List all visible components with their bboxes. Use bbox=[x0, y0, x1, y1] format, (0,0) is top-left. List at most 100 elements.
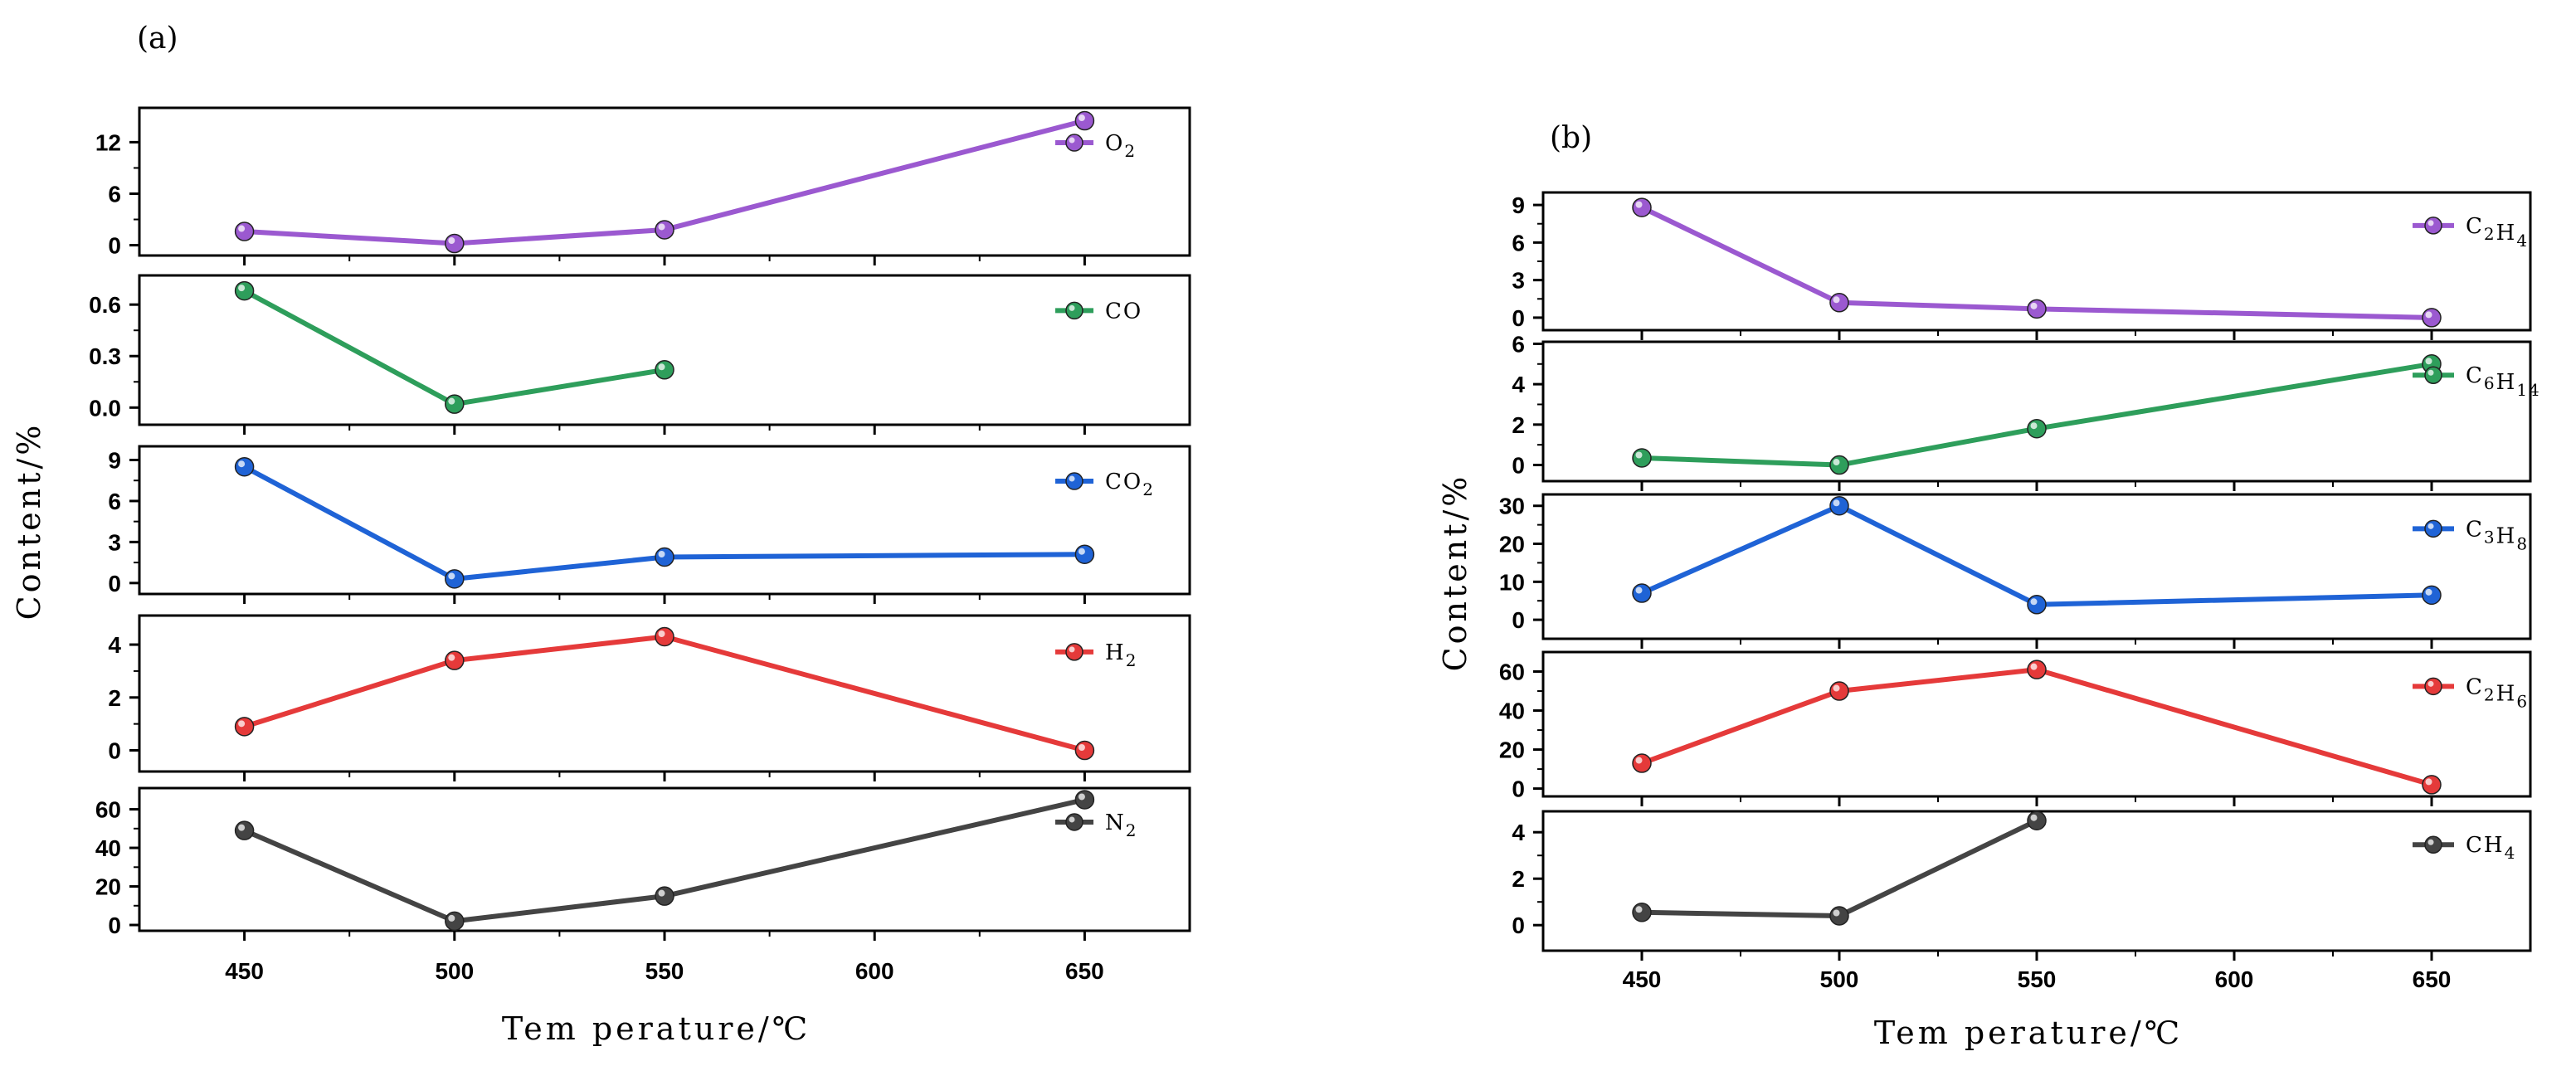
legend-label: H2 bbox=[1105, 640, 1137, 670]
legend-marker-highlight bbox=[1069, 475, 1075, 482]
subplot-3: 0 10 20 30 C3H8 bbox=[1499, 493, 2532, 649]
data-point bbox=[234, 221, 255, 241]
legend-subscript: 2 bbox=[1126, 820, 1138, 840]
data-point-highlight bbox=[448, 914, 455, 922]
data-point bbox=[1074, 110, 1095, 131]
data-point bbox=[445, 911, 465, 932]
legend-marker-highlight bbox=[2427, 523, 2434, 529]
legend-name: N bbox=[1105, 810, 1126, 835]
x-tick-label: 550 bbox=[2018, 966, 2057, 992]
y-tick-label: 3 bbox=[1512, 268, 1525, 294]
legend-entry: CO2 bbox=[1055, 470, 1155, 499]
data-point-highlight bbox=[658, 363, 665, 371]
legend-subscript: 8 bbox=[2516, 533, 2529, 553]
y-tick-label: 4 bbox=[108, 632, 121, 658]
subplot-1: 0 3 6 9 C2H4 bbox=[1512, 191, 2532, 340]
legend-name: CO bbox=[1105, 470, 1142, 494]
subplot-3: 0 3 6 9 CO2 bbox=[108, 445, 1191, 604]
data-point bbox=[655, 220, 674, 240]
data-point bbox=[1632, 903, 1652, 922]
series-line bbox=[244, 118, 1086, 246]
x-axis-title: Tem perature/℃ bbox=[502, 1010, 811, 1047]
x-tick-label: 600 bbox=[855, 958, 894, 984]
data-point-highlight bbox=[1635, 757, 1643, 764]
legend-name: O bbox=[1105, 131, 1124, 156]
data-point-highlight bbox=[2425, 311, 2432, 319]
legend-marker-highlight bbox=[1069, 137, 1075, 144]
data-point bbox=[1632, 448, 1652, 468]
legend-entry: N2 bbox=[1055, 810, 1138, 840]
panel-label: (b) bbox=[1550, 121, 1592, 155]
legend-label: C3H8 bbox=[2466, 517, 2529, 553]
subplot-frame bbox=[1541, 493, 2532, 640]
subplot-2: 0.0 0.3 0.6 CO bbox=[89, 274, 1191, 435]
data-point bbox=[234, 456, 255, 477]
data-point bbox=[2027, 660, 2047, 679]
x-tick-label: 500 bbox=[1820, 966, 1859, 992]
data-point bbox=[1829, 906, 1849, 926]
legend-name: C bbox=[2466, 674, 2484, 699]
x-tick-label: 650 bbox=[2413, 966, 2452, 992]
data-point-highlight bbox=[238, 285, 246, 292]
legend-marker-highlight bbox=[2427, 369, 2434, 376]
y-tick-label: 0 bbox=[108, 738, 121, 764]
y-tick-label: 6 bbox=[108, 489, 121, 514]
y-tick-label: 30 bbox=[1499, 494, 1525, 519]
data-point-highlight bbox=[1078, 548, 1085, 555]
y-axis-title: Content/% bbox=[1437, 474, 1473, 672]
data-point-highlight bbox=[2030, 598, 2038, 606]
data-point-highlight bbox=[2425, 588, 2432, 596]
y-tick-label: 0 bbox=[108, 913, 121, 938]
panel-label: (a) bbox=[137, 22, 178, 56]
legend-entry: CH4 bbox=[2413, 833, 2515, 863]
data-point bbox=[234, 717, 255, 737]
data-point bbox=[655, 886, 674, 906]
x-tick-label: 450 bbox=[1623, 966, 1662, 992]
series-line bbox=[1641, 361, 2432, 468]
data-point bbox=[2027, 299, 2047, 319]
legend-name: C bbox=[2466, 517, 2484, 542]
subplot-5: 0 20 40 60 N2 bbox=[95, 786, 1191, 941]
data-point bbox=[1829, 681, 1849, 701]
data-point-highlight bbox=[448, 654, 455, 661]
data-point bbox=[1829, 495, 1849, 516]
legend-label: C6H14 bbox=[2466, 363, 2541, 400]
legend-marker-highlight bbox=[1069, 816, 1075, 823]
data-point-highlight bbox=[2030, 663, 2038, 670]
y-tick-label: 2 bbox=[1512, 866, 1525, 892]
legend-marker-highlight bbox=[1069, 304, 1075, 311]
data-point bbox=[1632, 197, 1652, 217]
data-point-highlight bbox=[658, 889, 665, 897]
y-tick-label: 4 bbox=[1512, 820, 1525, 845]
legend-label: CO2 bbox=[1105, 470, 1155, 499]
data-point-highlight bbox=[238, 720, 246, 728]
y-tick-label: 0.6 bbox=[89, 292, 121, 318]
series-line bbox=[1640, 667, 2432, 787]
legend-subscript: 2 bbox=[1142, 479, 1155, 499]
data-point-highlight bbox=[238, 824, 246, 831]
legend-entry: C2H4 bbox=[2413, 214, 2527, 251]
x-tick-label: 500 bbox=[435, 958, 474, 984]
y-tick-label: 20 bbox=[95, 874, 121, 900]
y-tick-label: 6 bbox=[1512, 331, 1525, 357]
data-point-highlight bbox=[2030, 814, 2038, 821]
data-point-highlight bbox=[238, 225, 246, 232]
series-line bbox=[1641, 818, 2038, 918]
subplot-frame bbox=[1541, 810, 2532, 952]
legend-marker-highlight bbox=[2427, 680, 2434, 687]
data-point-highlight bbox=[448, 397, 455, 405]
legend-subscript: 14 bbox=[2516, 380, 2540, 400]
series-line bbox=[1640, 205, 2432, 320]
x-tick-label: 450 bbox=[225, 958, 264, 984]
y-tick-label: 60 bbox=[95, 797, 121, 823]
data-point bbox=[2027, 595, 2047, 615]
data-point-highlight bbox=[658, 551, 665, 557]
y-tick-label: 0 bbox=[108, 233, 121, 259]
series-line bbox=[243, 288, 665, 407]
x-tick-label: 550 bbox=[645, 958, 684, 984]
data-point bbox=[655, 626, 674, 647]
data-point bbox=[1829, 455, 1849, 475]
